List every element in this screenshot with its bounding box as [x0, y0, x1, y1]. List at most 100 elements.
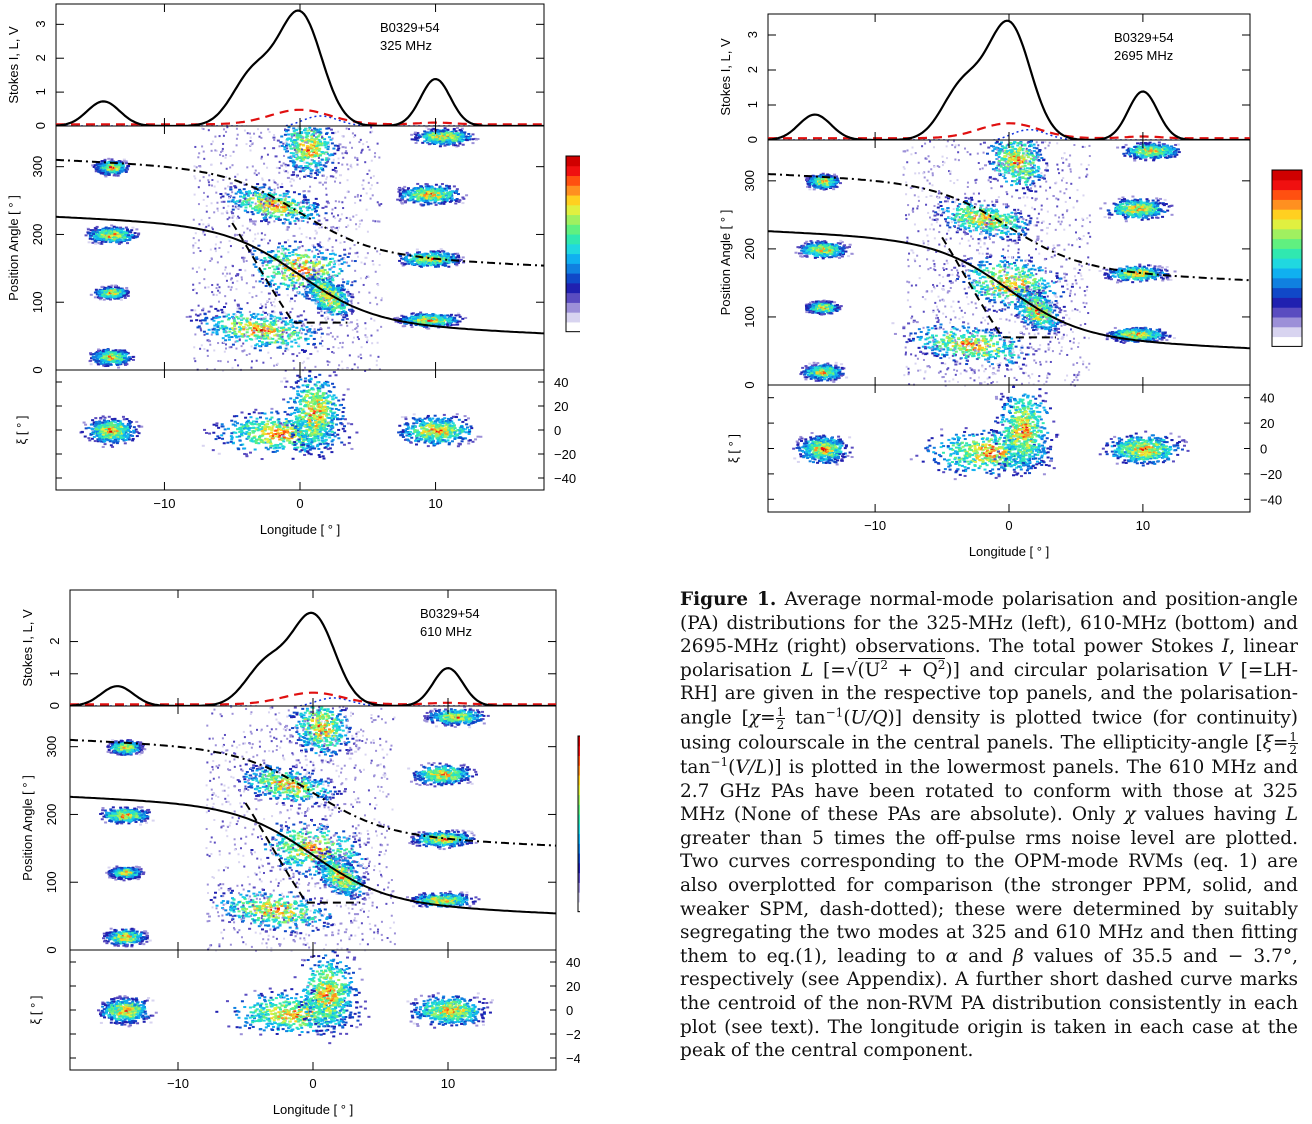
- pa-density-cell: [258, 280, 262, 283]
- pa-density-cell: [98, 229, 102, 232]
- pa-density-cell: [263, 193, 267, 196]
- pa-density-cell: [294, 294, 298, 297]
- pa-density-cell: [213, 324, 217, 327]
- pa-density-cell: [128, 236, 132, 239]
- pa-density-cell: [313, 154, 317, 157]
- pa-density-cell: [329, 257, 333, 260]
- pa-density-cell: [290, 332, 294, 335]
- pa-density-cell: [312, 262, 316, 265]
- pa-density-cell: [309, 172, 313, 175]
- pa-density-cell: [303, 295, 307, 298]
- pa-density-cell: [336, 300, 340, 303]
- pa-density-cell: [282, 329, 286, 332]
- pa-density-cell: [316, 299, 320, 302]
- pa-density-cell: [313, 331, 317, 334]
- pa-density-cell: [270, 259, 274, 262]
- pa-density-cell: [98, 165, 102, 168]
- pa-density-cell: [117, 231, 121, 234]
- pa-density-cell: [253, 347, 257, 350]
- pa-density-cell: [326, 271, 330, 274]
- pa-density-cell: [260, 198, 264, 201]
- pa-density-cell: [310, 260, 314, 263]
- pa-density-cell: [462, 261, 466, 264]
- pa-density-cell: [341, 318, 345, 321]
- pa-density-cell: [320, 150, 324, 153]
- pa-density-cell: [88, 237, 92, 240]
- pa-density-cell: [121, 165, 125, 168]
- pa-density-cell: [436, 189, 440, 192]
- pa-density-cell: [291, 321, 295, 324]
- pa-density-cell: [107, 227, 111, 230]
- pa-density-cell: [121, 289, 125, 292]
- pa-density-cell: [270, 275, 274, 278]
- pa-density-cell: [444, 256, 448, 259]
- pa-density-cell: [323, 142, 327, 145]
- pa-density-cell: [201, 319, 205, 322]
- pa-density-cell: [432, 250, 436, 253]
- pa-density-cell: [279, 313, 283, 316]
- pa-density-cell: [333, 253, 337, 256]
- pa-density-cell: [291, 134, 295, 137]
- pa-density-cell: [259, 259, 263, 262]
- pa-density-cell: [216, 328, 220, 331]
- pa-density-cell: [340, 284, 344, 287]
- pa-density-cell: [320, 332, 324, 335]
- pa-density-cell: [254, 315, 258, 318]
- panel-325mhz: 0 1 2 3 Stokes I, L, V B0329+54 325 MHz 0 100 200…: [0, 0, 580, 560]
- pa-density-cell: [324, 358, 328, 361]
- pa-density-cell: [307, 271, 311, 274]
- pa-density-cell: [308, 154, 312, 157]
- pa-density-cell: [428, 317, 432, 320]
- pa-density-cell: [291, 199, 295, 202]
- pa-density-cell: [103, 290, 107, 293]
- pa-density-cell: [99, 293, 103, 296]
- pa-density-cell: [236, 304, 240, 307]
- pa-density-cell: [325, 299, 329, 302]
- pa-density-cell: [282, 206, 286, 209]
- pa-density-cell: [290, 284, 294, 287]
- pa-density-cell: [320, 290, 324, 293]
- pa-density-cell: [422, 203, 426, 206]
- pa-density-cell: [324, 158, 328, 161]
- pa-density-cell: [263, 332, 267, 335]
- pa-density-cell: [401, 198, 405, 201]
- pa-density-cell: [290, 261, 294, 264]
- pa-density-cell: [274, 320, 278, 323]
- pa-density-cell: [101, 237, 105, 240]
- pa-density-cell: [407, 258, 411, 261]
- pa-density-cell: [255, 258, 259, 261]
- pa-density-cell: [123, 290, 127, 293]
- pa-density-cell: [403, 317, 407, 320]
- pa-density-cell: [448, 194, 452, 197]
- pa-density-cell: [400, 201, 404, 204]
- pa-density-cell: [402, 192, 406, 195]
- pa-density-cell: [312, 342, 316, 345]
- pa-density-cell: [95, 225, 99, 228]
- pa-density-cell: [117, 236, 121, 239]
- pa-density-cell: [106, 360, 110, 363]
- pa-density-cell: [311, 275, 315, 278]
- pa-density-cell: [277, 285, 281, 288]
- pa-density-cell: [111, 295, 115, 298]
- pa-density-cell: [110, 239, 114, 242]
- pa-density-cell: [119, 233, 123, 236]
- pa-density-cell: [105, 355, 109, 358]
- pa-density-cell: [260, 341, 264, 344]
- pa-density-cell: [290, 282, 294, 285]
- pa-density-cell: [117, 168, 121, 171]
- pa-density-cell: [260, 277, 264, 280]
- pa-density-cell: [246, 203, 250, 206]
- pa-density-cell: [94, 235, 98, 238]
- pa-density-cell: [114, 163, 118, 166]
- pa-density-cell: [409, 319, 413, 322]
- pa-density-cell: [304, 198, 308, 201]
- pa-density-cell: [267, 261, 271, 264]
- pa-density-cell: [416, 193, 420, 196]
- pa-density-cell: [225, 326, 229, 329]
- pa-density-cell: [398, 199, 402, 202]
- pa-density-cell: [114, 295, 118, 298]
- pa-density-cell: [301, 154, 305, 157]
- pa-density-cell: [442, 250, 446, 253]
- pa-density-cell: [433, 196, 437, 199]
- pa-density-cell: [115, 228, 119, 231]
